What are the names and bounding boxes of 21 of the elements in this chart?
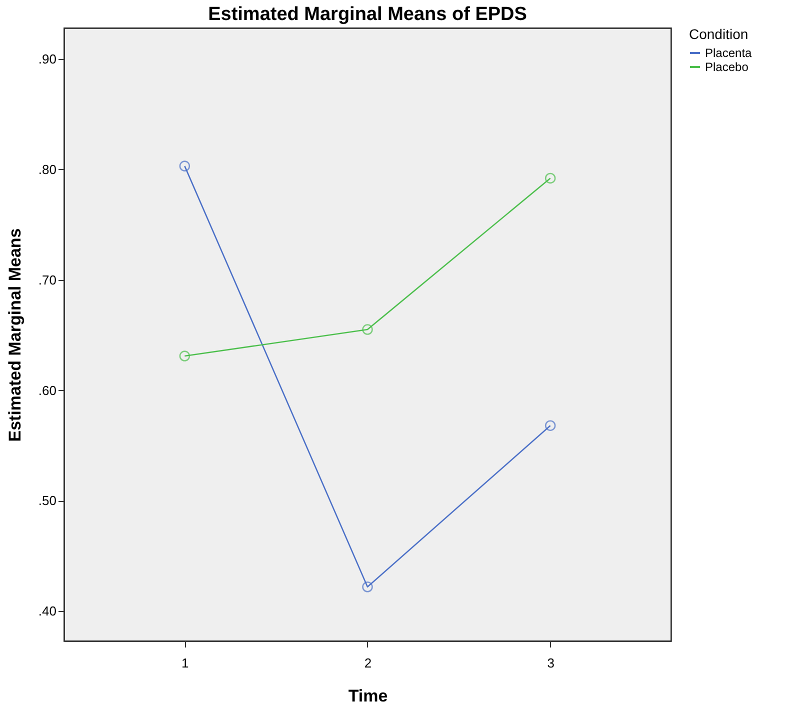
legend-label: Placebo <box>705 60 749 74</box>
x-tick-label: 2 <box>364 656 372 670</box>
y-tick-label: .60 <box>38 382 56 398</box>
y-tick-label: .50 <box>38 493 56 508</box>
chart-title: Estimated Marginal Means of EPDS <box>208 4 527 25</box>
legend-label: Placenta <box>705 46 752 60</box>
x-axis-title: Time <box>348 686 388 706</box>
y-tick-label: .80 <box>38 162 56 177</box>
point <box>544 172 556 184</box>
point <box>179 160 190 172</box>
y-tick-label: .40 <box>38 604 56 619</box>
y-tick-label: .90 <box>38 51 56 66</box>
x-tick-label: 3 <box>547 656 554 670</box>
point <box>179 350 190 362</box>
point <box>544 420 556 432</box>
y-axis-title: Estimated Marginal Means <box>5 228 24 442</box>
legend-title: Condition <box>689 26 748 42</box>
point <box>362 581 373 592</box>
point <box>362 324 373 335</box>
y-tick-label: .70 <box>38 272 56 288</box>
x-tick-label: 1 <box>182 656 189 670</box>
